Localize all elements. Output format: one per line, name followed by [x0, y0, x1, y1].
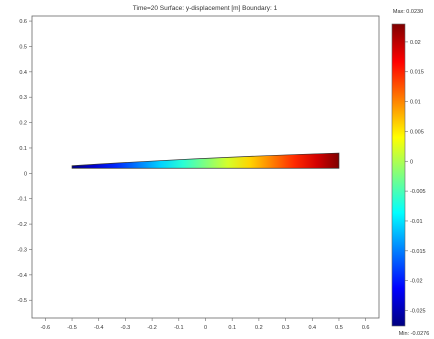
colorbar-tick-label: 0.015 — [410, 70, 424, 76]
x-tick-label: 0.6 — [362, 325, 370, 331]
x-tick-label: 0.3 — [282, 325, 290, 331]
y-tick-label: 0.1 — [19, 146, 27, 152]
beam-surface — [71, 152, 340, 169]
y-tick-label: -0.3 — [18, 247, 27, 253]
x-axis: -0.6 -0.5 -0.4 -0.3 -0.2 -0.1 0 0.1 0.2 0.3 0.4 0.5… — [41, 318, 370, 331]
colorbar — [391, 23, 406, 327]
x-tick-label: -0.5 — [67, 325, 76, 331]
x-tick-label: 0 — [204, 325, 207, 331]
colorbar-tick-label: -0.015 — [410, 249, 426, 255]
colorbar-tick-label: 0.005 — [410, 129, 424, 135]
x-tick-label: 0.4 — [308, 325, 316, 331]
colorbar-tick-label: -0.005 — [410, 189, 426, 195]
x-tick-label: -0.2 — [147, 325, 156, 331]
y-tick-label: 0.5 — [19, 44, 27, 50]
y-tick-label: 0.2 — [19, 121, 27, 127]
colorbar-tick-label: -0.025 — [410, 308, 426, 314]
y-tick-label: 0 — [24, 171, 27, 177]
y-axis: 0.6 0.5 0.4 0.3 0.2 0.1 0 -0.1 -0.2 -0.3 -0.4 -0.5 — [18, 19, 32, 304]
x-tick-label: 0.1 — [228, 325, 236, 331]
x-tick-label: 0.2 — [255, 325, 263, 331]
y-tick-label: 0.6 — [19, 19, 27, 25]
y-tick-label: -0.4 — [18, 273, 27, 279]
colorbar-tick-label: -0.02 — [410, 279, 423, 285]
colorbar-tick-label: 0.01 — [410, 100, 421, 106]
colorbar-tick-label: -0.01 — [410, 219, 423, 225]
x-tick-label: -0.6 — [41, 325, 50, 331]
x-tick-label: 0.5 — [335, 325, 343, 331]
y-tick-label: -0.1 — [18, 197, 27, 203]
x-tick-label: -0.3 — [121, 325, 130, 331]
y-tick-label: 0.3 — [19, 95, 27, 101]
y-tick-label: 0.4 — [19, 70, 27, 76]
colorbar-max-label: Max: 0.0230 — [393, 9, 423, 15]
x-tick-label: -0.1 — [174, 325, 183, 331]
plot-title: Time=20 Surface: y-displacement [m] Boun… — [133, 5, 278, 12]
y-tick-label: -0.2 — [18, 222, 27, 228]
x-tick-label: -0.4 — [94, 325, 103, 331]
colorbar-min-label: Min: -0.0276 — [399, 331, 430, 337]
colorbar-tick-label: 0.02 — [410, 40, 421, 46]
y-tick-label: -0.5 — [18, 298, 27, 304]
colorbar-tick-label: 0 — [410, 159, 413, 165]
colorbar-ticks: 0.02 0.015 0.01 0.005 0 -0.005 -0.01 -0.015 -0.0… — [405, 40, 426, 314]
